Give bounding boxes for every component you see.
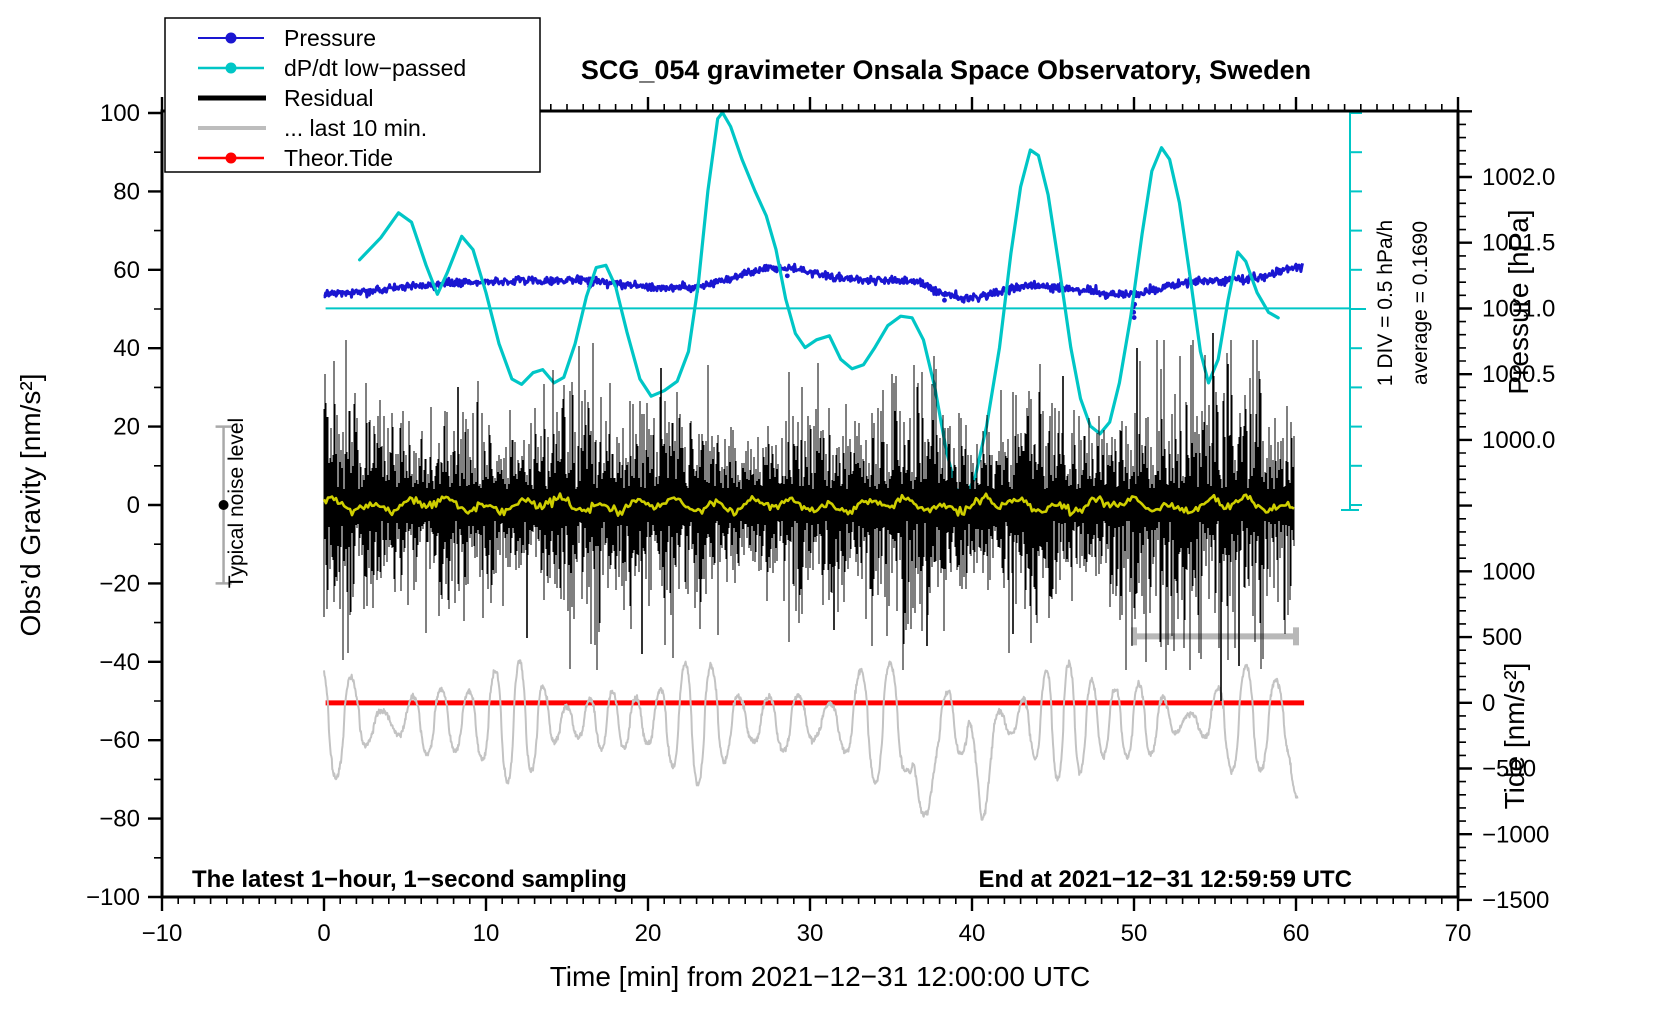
pressure-outlier-dot (942, 297, 947, 303)
legend-item-dpdt: dP/dt low−passed (198, 55, 466, 81)
tide-tick-label: −1000 (1482, 821, 1549, 848)
legend-box: Pressure dP/dt low−passed Residual ... l… (164, 17, 541, 173)
frame-layer: −10 0 10 20 30 40 50 60 70100806040200−20−40−60−… (86, 97, 1555, 947)
tide-tick-label: 1000 (1482, 558, 1535, 585)
end-time-note: End at 2021−12−31 12:59:59 UTC (978, 866, 1352, 893)
x-tick-label: 40 (959, 920, 986, 947)
pressure-dot-icon (225, 32, 237, 44)
y-left-tick-label: 40 (113, 335, 140, 362)
x-tick-label: 30 (797, 920, 824, 947)
y-left-tick-label: −100 (86, 884, 140, 911)
legend-item-residual: Residual (198, 85, 374, 111)
theortide-dot-icon (225, 152, 237, 164)
y-left-tick-label: 60 (113, 257, 140, 284)
pressure-outlier-dot (1131, 315, 1137, 320)
pressure-tick-label: 1000.0 (1482, 427, 1555, 454)
x-tick-label: 0 (317, 920, 330, 947)
legend-item-pressure: Pressure (198, 25, 376, 51)
last10-curve (323, 659, 1299, 821)
dpdt-dot-icon (225, 62, 237, 74)
x-tick-label: 50 (1121, 920, 1148, 947)
pressure-curve (323, 262, 1304, 304)
legend-item-last10: ... last 10 min. (198, 115, 427, 141)
x-tick-label: 70 (1445, 920, 1472, 947)
pressure-tick-label: 1000.5 (1482, 361, 1555, 388)
y-left-tick-label: −80 (99, 806, 140, 833)
x-tick-label: 60 (1283, 920, 1310, 947)
legend-frame (164, 17, 541, 173)
tide-tick-label: 0 (1482, 690, 1495, 717)
tide-tick-label: −1500 (1482, 887, 1549, 914)
noise-level-note: Typical noise level (225, 418, 248, 588)
y-left-tick-label: −20 (99, 570, 140, 597)
div-scale-note: 1 DIV = 0.5 hPa/h (1374, 220, 1397, 386)
sampling-note: The latest 1−hour, 1−second sampling (192, 866, 627, 893)
y-left-tick-label: −60 (99, 727, 140, 754)
y-left-tick-label: 100 (100, 100, 140, 127)
legend-label-pressure: Pressure (284, 25, 376, 51)
x-axis-title: Time [min] from 2021−12−31 12:00:00 UTC (550, 961, 1091, 992)
y-left-tick-label: 20 (113, 414, 140, 441)
pressure-tick-label: 1001.5 (1482, 230, 1555, 257)
tide-tick-label: −500 (1482, 756, 1536, 783)
legend-label-theortide: Theor.Tide (284, 145, 393, 171)
pressure-outlier-dot (784, 273, 790, 279)
pressure-tick-label: 1001.0 (1482, 295, 1555, 322)
y-right-pressure-title: Pressure [hPa] (1503, 209, 1534, 394)
minor-ticks (154, 104, 1466, 904)
chart-title: SCG_054 gravimeter Onsala Space Observat… (581, 55, 1311, 85)
major-ticks (148, 97, 1472, 911)
curves-layer (215, 110, 1366, 821)
y-left-tick-label: 0 (127, 492, 140, 519)
average-note: average = 0.1690 (1409, 221, 1432, 385)
residual-noise-band (323, 340, 1295, 670)
residual-spikes (457, 333, 1240, 701)
x-tick-label: 10 (473, 920, 500, 947)
y-left-tick-label: −40 (99, 649, 140, 676)
tide-tick-label: 500 (1482, 624, 1522, 651)
legend-label-last10: ... last 10 min. (284, 115, 427, 141)
pressure-tick-label: 1002.0 (1482, 164, 1555, 191)
x-tick-label: −10 (142, 920, 183, 947)
x-tick-label: 20 (635, 920, 662, 947)
legend-label-residual: Residual (284, 85, 374, 111)
dpdt-curve (358, 110, 1280, 499)
y-right-tide-title: Tide [nm/s²] (1499, 663, 1530, 810)
legend-item-theortide: Theor.Tide (198, 145, 393, 171)
legend-label-dpdt: dP/dt low−passed (284, 55, 466, 81)
noise-error-bar-center-dot (218, 500, 229, 510)
y-left-axis-title: Obs’d Gravity [nm/s²] (15, 374, 46, 637)
residual-smoothed-curve (322, 492, 1295, 517)
y-left-tick-label: 80 (113, 178, 140, 205)
